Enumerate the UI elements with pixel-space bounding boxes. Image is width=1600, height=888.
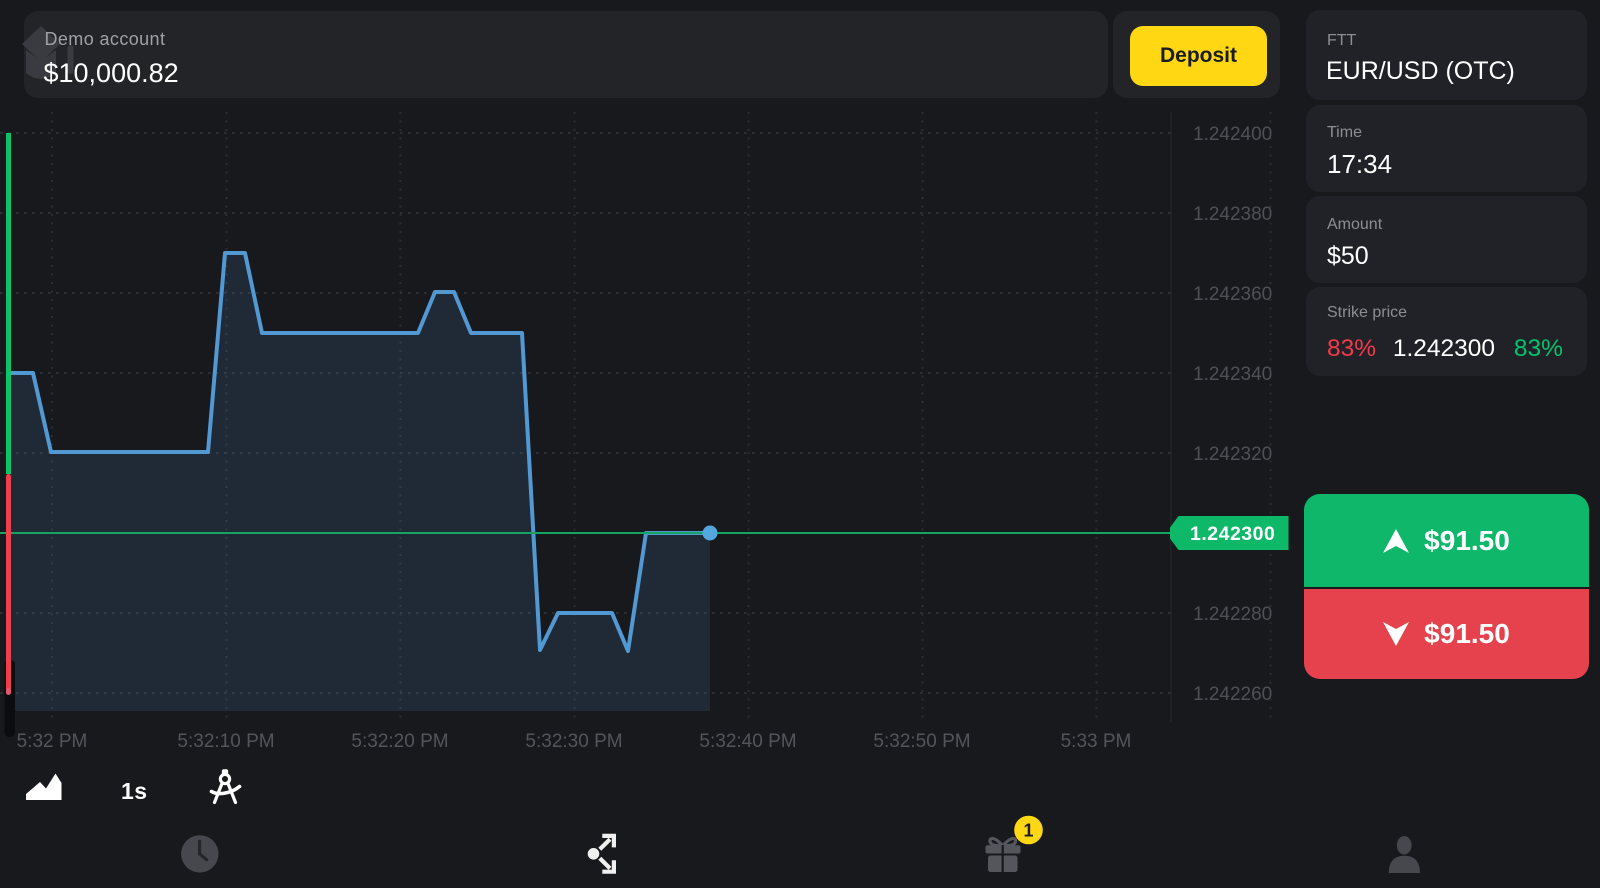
svg-text:5:32 PM: 5:32 PM (17, 731, 88, 752)
svg-text:1.242280: 1.242280 (1193, 604, 1272, 625)
svg-text:1s: 1s (121, 778, 148, 804)
svg-text:5:32:50 PM: 5:32:50 PM (873, 731, 970, 752)
svg-text:1.242320: 1.242320 (1193, 444, 1272, 465)
svg-text:5:32:40 PM: 5:32:40 PM (699, 731, 796, 752)
svg-text:1.242400: 1.242400 (1193, 124, 1272, 145)
svg-text:5:33 PM: 5:33 PM (1061, 731, 1132, 752)
svg-text:1.242380: 1.242380 (1193, 204, 1272, 225)
svg-text:1.242340: 1.242340 (1193, 364, 1272, 385)
svg-text:1.242260: 1.242260 (1193, 684, 1272, 705)
svg-text:5:32:10 PM: 5:32:10 PM (177, 731, 274, 752)
svg-text:1: 1 (1023, 821, 1033, 841)
svg-text:1.242300: 1.242300 (1190, 523, 1275, 545)
svg-text:5:32:20 PM: 5:32:20 PM (351, 731, 448, 752)
svg-text:5:32:30 PM: 5:32:30 PM (525, 731, 622, 752)
svg-text:1.242360: 1.242360 (1193, 284, 1272, 305)
